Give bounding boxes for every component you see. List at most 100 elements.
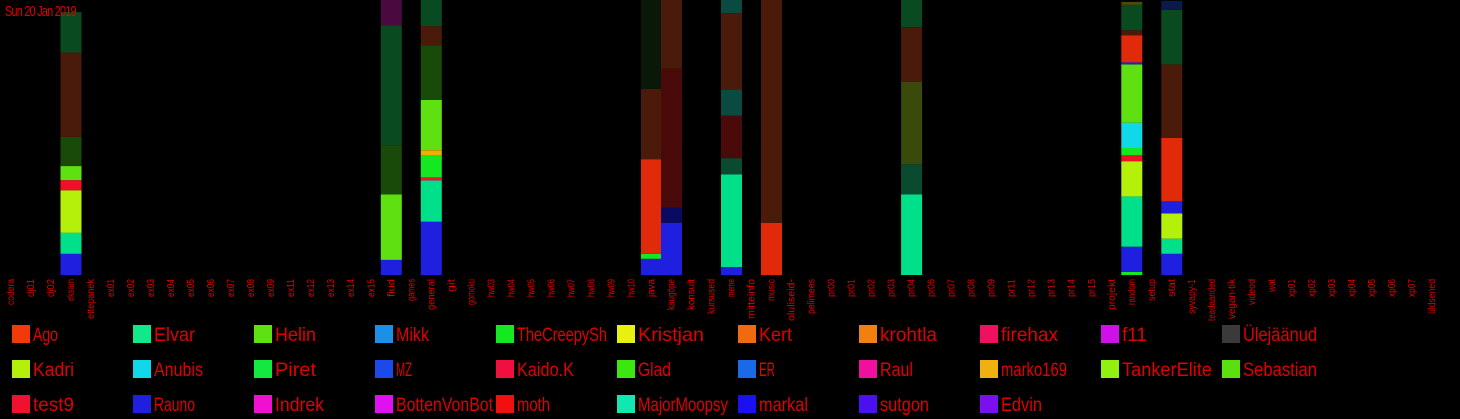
bar-random <box>1121 1 1143 275</box>
legend-swatch <box>12 360 30 378</box>
legend-item: f11 <box>1101 325 1147 346</box>
bar-segment <box>901 0 923 28</box>
bar-segment <box>661 207 682 223</box>
bar-segment <box>380 0 402 26</box>
bar-segment <box>420 177 442 181</box>
x-tick-labels: codera dj01 dj02 eksam ettepanek ex01 ex02 ex03… <box>6 278 1438 321</box>
bar-segment <box>1121 1 1143 5</box>
x-tick-label: hw10 <box>626 279 637 297</box>
x-tick-label: ex12 <box>306 279 317 297</box>
legend-item: Kadri <box>12 360 74 381</box>
x-tick-label: dj01 <box>26 279 37 297</box>
bar-segment <box>60 232 82 254</box>
legend-label: Kaido.K <box>517 360 574 381</box>
legend-swatch <box>496 395 514 413</box>
legend-item: Elvar <box>133 325 196 346</box>
x-tick-label: pr09 <box>987 279 998 297</box>
bar-segment <box>60 253 82 275</box>
bar-segment <box>1121 64 1143 123</box>
bar-segment <box>721 115 742 159</box>
x-tick-label: random <box>1127 279 1138 305</box>
legend-label: firehax <box>1001 325 1058 346</box>
x-tick-label: pr04 <box>907 279 918 297</box>
x-tick-label: xp01 <box>1287 279 1298 297</box>
legend-item: Indrek <box>254 395 324 416</box>
legend-item: firehax <box>980 325 1058 346</box>
x-tick-label: hw09 <box>606 279 617 297</box>
bar-segment <box>1121 148 1143 156</box>
x-tick-label: pr02 <box>867 279 878 297</box>
bar-segment <box>60 190 82 233</box>
legend-label: Glad <box>638 360 671 381</box>
legend-label: Mikk <box>396 325 429 346</box>
x-tick-label: pr13 <box>1047 279 1058 297</box>
x-tick-label: java <box>647 279 658 298</box>
bar-segment <box>1161 9 1183 65</box>
legend-item: Kert <box>738 325 793 346</box>
x-tick-label: music <box>767 279 778 301</box>
bar-segment <box>1121 62 1143 65</box>
x-tick-label: ex13 <box>326 279 337 297</box>
legend: Ago Elvar Helin Mikk TheCreepySh Kristjan Kert… <box>12 325 1317 416</box>
bar-segment <box>761 222 782 276</box>
x-tick-label: pr00 <box>827 279 838 297</box>
bar-segment <box>901 194 923 275</box>
bar-meme <box>721 0 742 275</box>
legend-swatch <box>375 395 393 413</box>
legend-item: Sebastian <box>1222 360 1317 381</box>
legend-label: MajorMoopsy <box>638 395 728 416</box>
bar-segment <box>420 150 442 156</box>
bar-segment <box>1161 213 1183 239</box>
legend-item: Anubis <box>133 360 203 381</box>
x-tick-label: codera <box>6 279 17 305</box>
x-tick-label: pr03 <box>887 279 898 297</box>
legend-swatch <box>1101 360 1119 378</box>
bar-general <box>420 0 442 275</box>
legend-label: Kert <box>759 325 793 346</box>
legend-swatch <box>133 395 151 413</box>
x-tick-label: oluliseid- <box>787 279 798 321</box>
bar-segment <box>60 166 82 181</box>
bar-segment <box>60 52 82 137</box>
x-tick-label: üldsened <box>1427 279 1438 314</box>
x-tick-label: ettepanek <box>86 278 97 319</box>
legend-item: markal <box>738 395 808 416</box>
legend-swatch <box>133 325 151 343</box>
legend-item: Kaido.K <box>496 360 574 381</box>
legend-label: Indrek <box>275 395 324 416</box>
x-tick-label: xp04 <box>1347 279 1358 297</box>
bar-segment <box>1121 35 1143 63</box>
x-tick-label: dj02 <box>46 279 57 297</box>
bar-segment <box>380 145 402 195</box>
bar-segment <box>60 12 82 53</box>
bar-segment <box>901 164 923 195</box>
legend-label: marko169 <box>1001 360 1067 381</box>
x-tick-label: hw08 <box>586 279 597 297</box>
legend-swatch <box>12 325 30 343</box>
legend-label: Piret <box>275 360 317 381</box>
bar-segment <box>1121 155 1143 162</box>
bar-segment <box>1161 238 1183 254</box>
x-tick-label: ex09 <box>266 279 277 297</box>
x-tick-label: videod <box>1247 279 1258 305</box>
legend-label: Edvin <box>1001 395 1042 416</box>
legend-item: Mikk <box>375 325 429 346</box>
legend-label: Elvar <box>154 325 196 346</box>
legend-swatch <box>1222 325 1240 343</box>
bar-segment <box>1121 5 1143 31</box>
legend-item: sutgon <box>859 395 929 416</box>
legend-swatch <box>254 395 272 413</box>
legend-swatch <box>980 360 998 378</box>
bar-segment <box>901 81 923 165</box>
legend-item: marko169 <box>980 360 1067 381</box>
bar-segment <box>721 89 742 116</box>
bar-segment <box>1161 201 1183 214</box>
bar-segment <box>1121 246 1143 272</box>
bar-segment <box>380 259 402 275</box>
bar-segment <box>380 194 402 260</box>
x-tick-label: ex02 <box>126 279 137 297</box>
x-tick-label: setup <box>1147 279 1158 301</box>
x-tick-label: projekt <box>1107 279 1118 310</box>
